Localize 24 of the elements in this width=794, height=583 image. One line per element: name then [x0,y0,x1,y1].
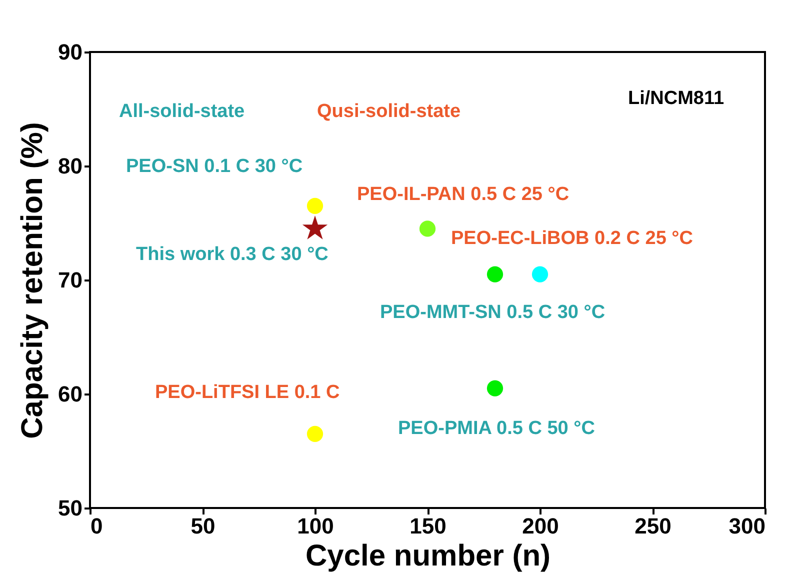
y-tick-label: 60 [58,382,82,406]
annotation: Li/NCM811 [628,88,725,109]
x-tick-label: 200 [522,514,559,538]
annotation: PEO-EC-LiBOB 0.2 C 25 °C [451,228,694,249]
annotation: PEO-MMT-SN 0.5 C 30 °C [380,302,606,323]
y-tick-label: 90 [58,40,82,64]
annotation: This work 0.3 C 30 °C [136,244,329,265]
y-tick-label: 50 [58,496,82,520]
y-tick-label: 70 [58,268,82,292]
y-tick-label: 80 [58,154,82,178]
x-axis-title: Cycle number (n) [305,540,551,572]
x-tick-label: 100 [297,514,334,538]
annotation: PEO-LiTFSI LE 0.1 C [155,382,340,403]
x-tick-label: 300 [728,514,766,538]
x-tick-label: 250 [634,514,672,538]
annotation: Qusi-solid-state [317,101,461,122]
x-tick-label: 150 [410,514,446,538]
x-tick-label: 0 [90,514,103,538]
x-tick-label: 50 [190,514,216,538]
annotation: PEO-IL-PAN 0.5 C 25 °C [357,184,570,205]
annotation: PEO-SN 0.1 C 30 °C [126,156,303,177]
annotation: All-solid-state [119,101,245,122]
y-axis-title: Capacity retention (%) [16,122,50,439]
annotation: PEO-PMIA 0.5 C 50 °C [398,418,596,439]
